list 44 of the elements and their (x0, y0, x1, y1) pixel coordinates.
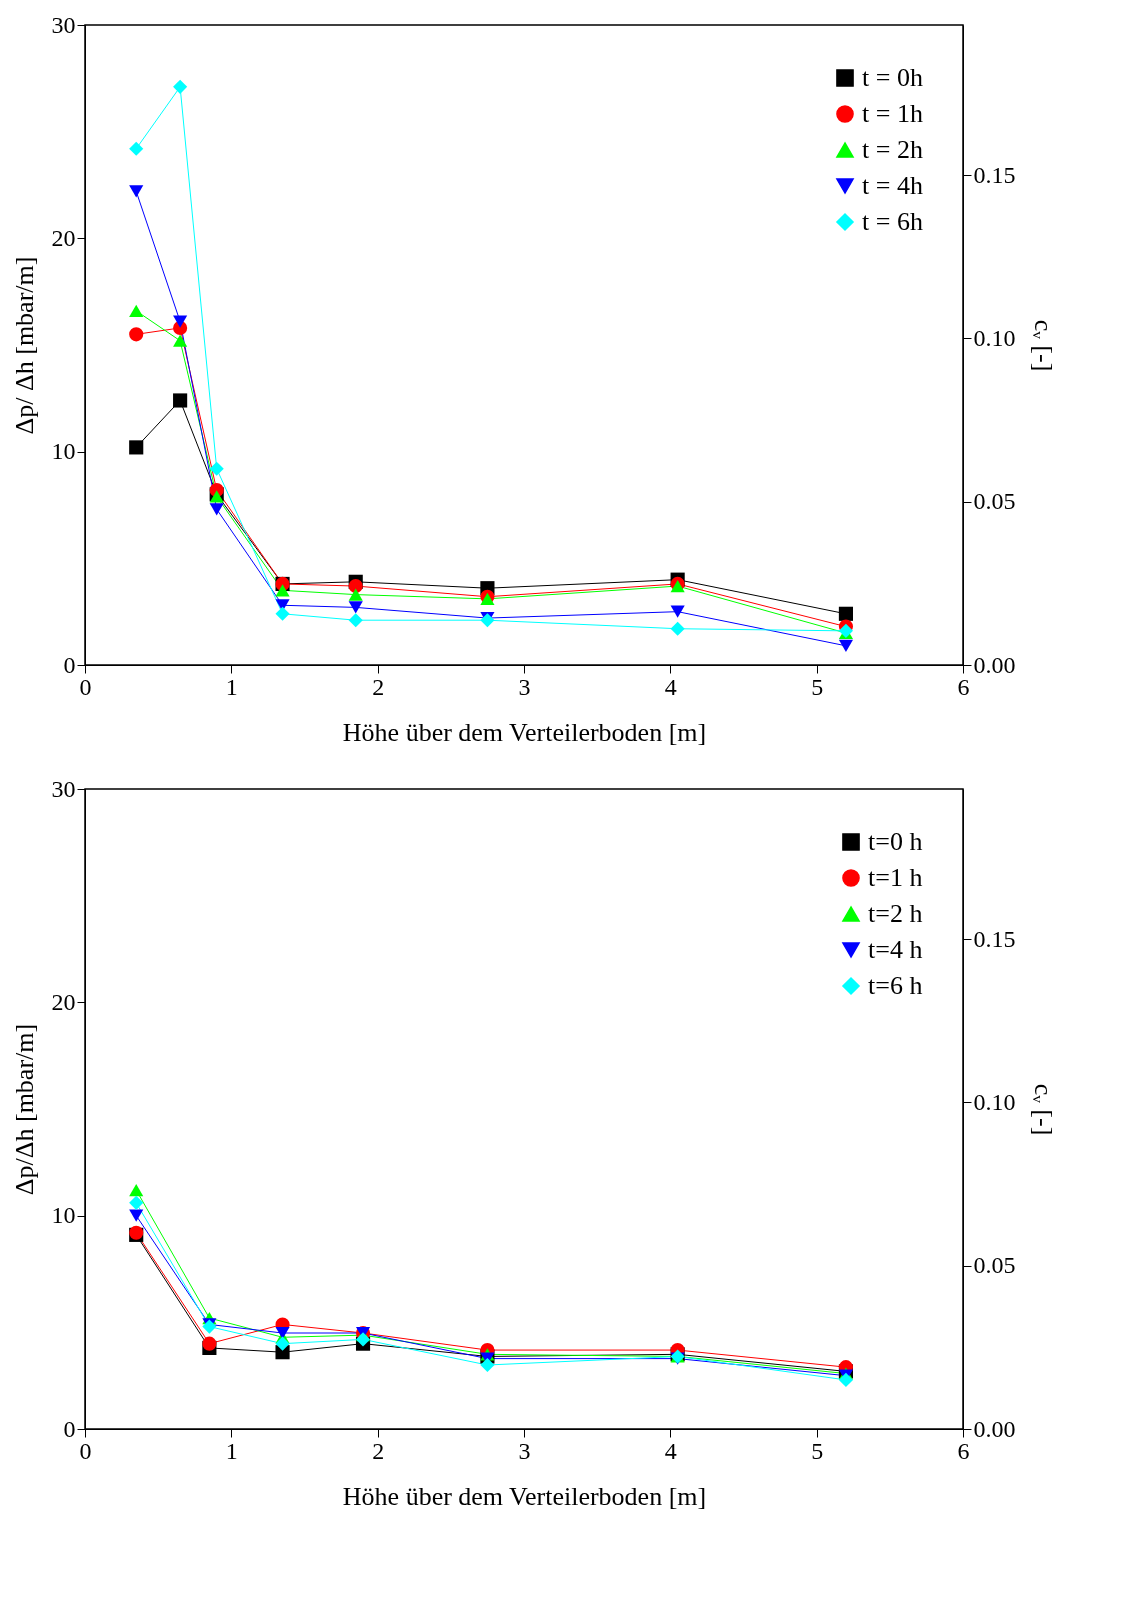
x-axis-title: Höhe über dem Verteilerboden [m] (342, 1481, 707, 1511)
y2-tick-label: 0.00 (973, 651, 1016, 678)
y-tick-label: 0 (63, 1415, 76, 1442)
x-tick-label: 1 (225, 1437, 238, 1464)
y2-tick-label: 0.15 (973, 925, 1016, 952)
y-tick-label: 20 (51, 224, 76, 251)
x-tick-label: 5 (811, 673, 824, 700)
legend-label: t=2 h (868, 899, 923, 928)
x-tick-label: 5 (811, 1437, 824, 1464)
legend-label: t=0 h (868, 827, 923, 856)
y-tick-label: 10 (51, 438, 76, 465)
x-tick-label: 6 (957, 1437, 970, 1464)
x-tick-label: 1 (225, 673, 238, 700)
y-tick-label: 10 (51, 1202, 76, 1229)
y-tick-label: 30 (51, 775, 76, 802)
y2-axis-title: cᵥ [-] (1028, 1083, 1058, 1136)
x-tick-label: 2 (372, 673, 385, 700)
legend-label: t = 4h (862, 171, 923, 200)
x-tick-label: 6 (957, 673, 970, 700)
x-tick-label: 3 (518, 1437, 531, 1464)
legend-label: t = 0h (862, 63, 923, 92)
legend-label: t = 1h (862, 99, 923, 128)
legend-label: t = 2h (862, 135, 923, 164)
legend-label: t = 6h (862, 207, 923, 236)
legend-label: t=4 h (868, 935, 923, 964)
y2-tick-label: 0.05 (973, 1252, 1016, 1279)
legend-label: t=1 h (868, 863, 923, 892)
y2-tick-label: 0.05 (973, 488, 1016, 515)
y2-tick-label: 0.10 (973, 1088, 1016, 1115)
x-tick-label: 2 (372, 1437, 385, 1464)
x-axis-title: Höhe über dem Verteilerboden [m] (342, 717, 707, 747)
y-axis-title: Δp/ Δh [mbar/m] (9, 256, 39, 435)
x-tick-label: 3 (518, 673, 531, 700)
y2-tick-label: 0.00 (973, 1415, 1016, 1442)
y-tick-label: 0 (63, 651, 76, 678)
y-axis-title: Δp/Δh [mbar/m] (9, 1023, 39, 1196)
x-tick-label: 4 (664, 673, 677, 700)
y-tick-label: 30 (51, 11, 76, 38)
x-tick-label: 4 (664, 1437, 677, 1464)
y2-tick-label: 0.15 (973, 161, 1016, 188)
y2-axis-title: cᵥ [-] (1028, 319, 1058, 372)
y2-tick-label: 0.10 (973, 324, 1016, 351)
legend-label: t=6 h (868, 971, 923, 1000)
y-tick-label: 20 (51, 988, 76, 1015)
